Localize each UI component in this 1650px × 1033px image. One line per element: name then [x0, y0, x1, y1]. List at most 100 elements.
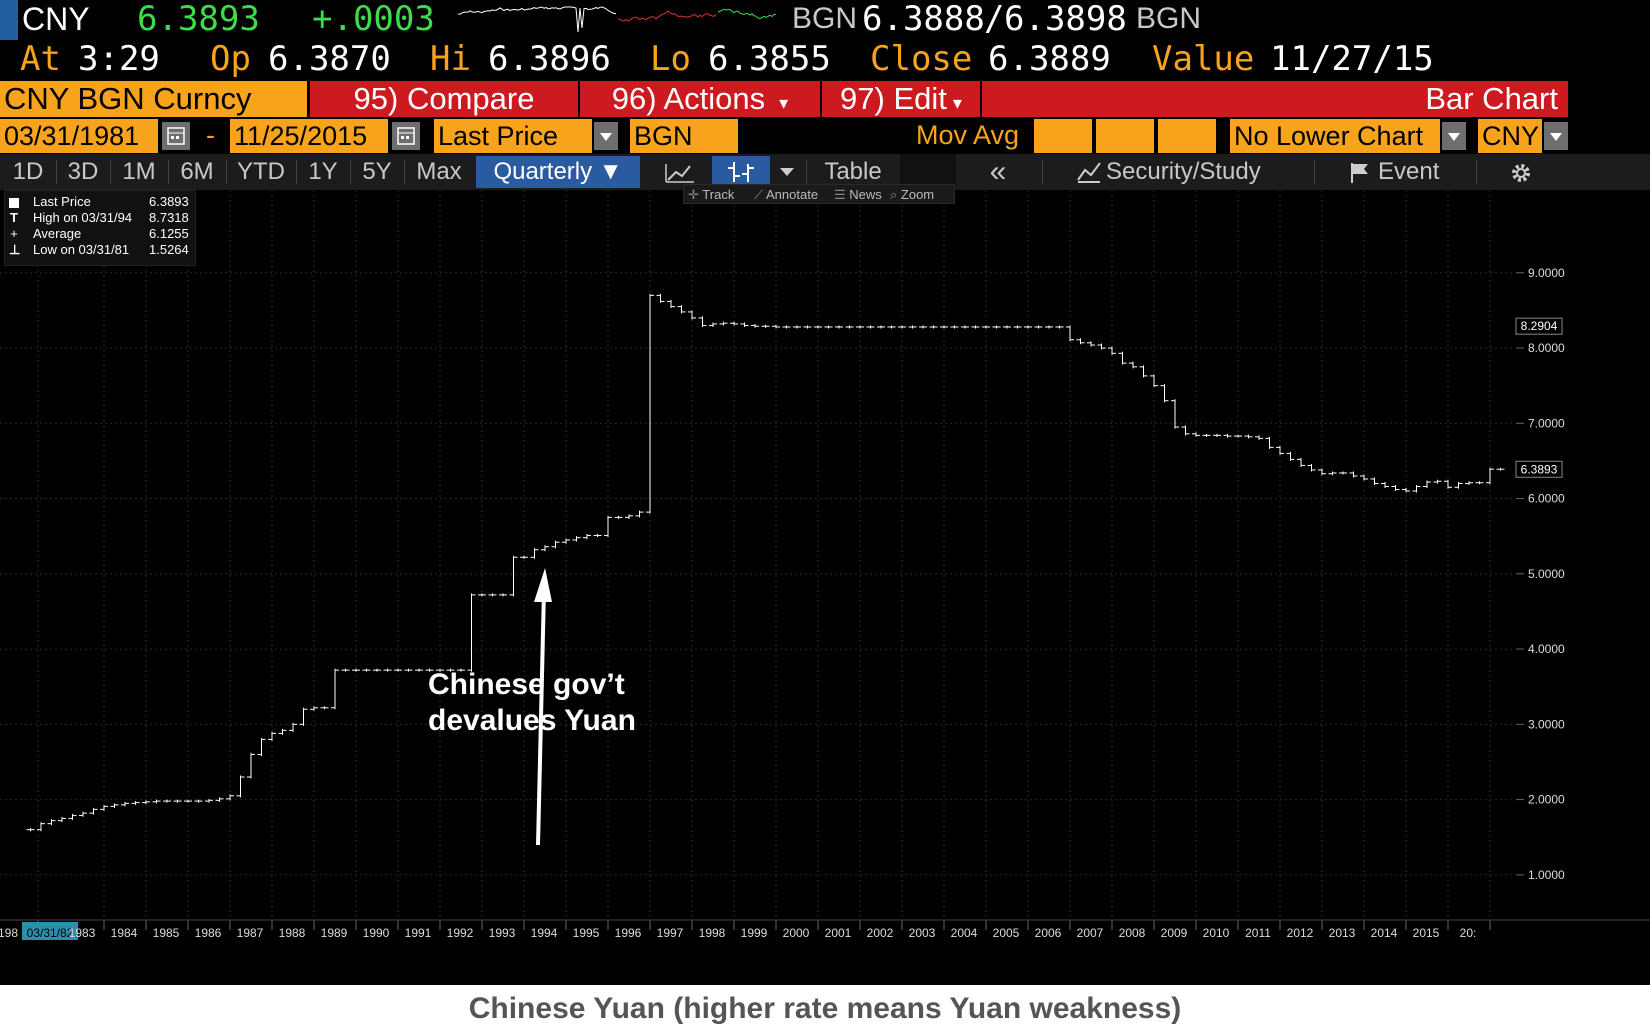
date-range-dash: - — [206, 120, 215, 150]
x-tick-label: 2003 — [909, 926, 936, 940]
x-tick-label: 2007 — [1077, 926, 1104, 940]
y-tick-label: 2.0000 — [1528, 793, 1565, 807]
ticker-symbol: CNY — [22, 1, 90, 37]
chart-type-dropdown[interactable] — [772, 156, 802, 188]
tab-1y[interactable]: 1Y — [308, 158, 338, 185]
line-chart-button[interactable] — [652, 156, 708, 188]
high-label: Hi — [430, 40, 471, 79]
last-price: 6.3893 — [137, 0, 260, 39]
x-tick-label: 1986 — [195, 926, 222, 940]
mov-avg-field-1[interactable] — [1034, 119, 1092, 153]
settings-button[interactable] — [1508, 160, 1534, 186]
crosshair-icon: ✛ — [688, 187, 699, 202]
annotation-line-2: devalues Yuan — [428, 704, 636, 737]
end-calendar-button[interactable] — [392, 122, 420, 150]
flag-icon — [1348, 161, 1372, 185]
ask-source: BGN — [1136, 2, 1202, 35]
x-tick-label: 1991 — [405, 926, 432, 940]
annotate-tool[interactable]: ⟋ Annotate — [754, 186, 818, 204]
collapse-button[interactable]: « — [989, 155, 1007, 188]
x-tick-label: 2010 — [1203, 926, 1230, 940]
legend-row-low: ⊥ Low on 03/31/81 — [9, 242, 129, 258]
actions-label: 96) Actions — [611, 81, 766, 116]
tab-3d[interactable]: 3D — [67, 158, 99, 185]
tab-1d[interactable]: 1D — [12, 158, 44, 185]
x-tick-label: 1987 — [237, 926, 264, 940]
price-field-select[interactable]: Last Price — [434, 119, 592, 153]
at-label: At — [20, 40, 61, 79]
x-tick-label: 1984 — [111, 926, 138, 940]
tab-5y[interactable]: 5Y — [362, 158, 392, 185]
security-study-button[interactable]: Security/Study — [1106, 158, 1261, 185]
start-calendar-button[interactable] — [162, 122, 190, 150]
x-tick-label: 1994 — [531, 926, 558, 940]
calendar-icon — [167, 127, 185, 145]
price-chart-area[interactable]: 198 03/31/82 1983 1984 1985 1986 1987 1988 1989 1… — [0, 190, 1650, 985]
end-date-field[interactable]: 11/25/2015 — [230, 119, 388, 153]
calendar-icon — [397, 127, 415, 145]
news-label: News — [849, 187, 882, 202]
x-tick-label: 2011 — [1245, 926, 1271, 940]
event-button[interactable]: Event — [1378, 158, 1440, 185]
table-button[interactable]: Table — [824, 158, 882, 185]
tab-max[interactable]: Max — [416, 158, 462, 185]
chart-controls: 03/31/1981 - 11/25/2015 Last Price BGN M… — [0, 118, 1650, 154]
mov-avg-field-3[interactable] — [1158, 119, 1216, 153]
tab-ytd[interactable]: YTD — [237, 158, 285, 185]
mov-avg-label: Mov Avg — [916, 120, 1020, 150]
actions-button[interactable]: 96) Actions ▾ — [580, 81, 820, 117]
edit-label: 97) Edit — [840, 81, 947, 116]
tab-6m[interactable]: 6M — [180, 158, 214, 185]
x-tick-label: 1996 — [615, 926, 642, 940]
start-date-field[interactable]: 03/31/1981 — [0, 119, 158, 153]
gear-icon — [1512, 164, 1530, 182]
legend-low-value: 1.5264 — [149, 242, 189, 257]
edit-button[interactable]: 97) Edit ▾ — [822, 81, 980, 117]
x-tick-label: 198 — [0, 926, 18, 940]
x-tick-label: 1992 — [447, 926, 474, 940]
x-tick-label: 20: — [1460, 926, 1477, 940]
lower-chart-select[interactable]: No Lower Chart — [1230, 119, 1440, 153]
tab-1m[interactable]: 1M — [122, 158, 156, 185]
periodicity-select[interactable]: Quarterly ▼ — [476, 156, 640, 188]
y-tick-label: 4.0000 — [1528, 642, 1565, 656]
menu-bar: CNY BGN Curncy 95) Compare 96) Actions ▾ … — [0, 80, 1650, 118]
compare-button[interactable]: 95) Compare — [310, 81, 578, 117]
legend-last-label: Last Price — [33, 194, 91, 209]
currency-select[interactable]: CNY — [1478, 119, 1542, 153]
price-field-dropdown[interactable] — [594, 122, 618, 150]
track-tool[interactable]: ✛ Track — [688, 186, 734, 204]
annotate-label: Annotate — [766, 187, 819, 202]
open-value: 6.3870 — [268, 40, 391, 79]
x-tick-label: 2000 — [783, 926, 810, 940]
bar-chart-button[interactable] — [712, 156, 770, 188]
last-price-marker-label-box — [1515, 460, 1563, 478]
value-date: 11/27/15 — [1270, 40, 1434, 79]
news-tool[interactable]: ☰ News — [834, 186, 882, 204]
low-value: 6.3855 — [708, 40, 831, 79]
x-tick-label: 2014 — [1371, 926, 1398, 940]
dropdown-arrow-icon — [600, 133, 612, 141]
currency-dropdown[interactable] — [1544, 122, 1568, 150]
security-study-icon — [1076, 160, 1102, 184]
source-field[interactable]: BGN — [630, 119, 738, 153]
chart-legend: Last Price 6.3893 T High on 03/31/94 8.73… — [4, 190, 196, 266]
x-tick-label: 1988 — [279, 926, 306, 940]
lower-chart-dropdown[interactable] — [1442, 122, 1466, 150]
edit-caret-icon: ▾ — [952, 93, 962, 113]
y-tick-label: 1.0000 — [1528, 868, 1565, 882]
zoom-tool[interactable]: ⌕ Zoom — [890, 186, 934, 204]
magnifier-icon: ⌕ — [890, 187, 898, 202]
y-tick-label: 7.0000 — [1528, 416, 1565, 430]
ask-price: 6.3898 — [1004, 0, 1127, 39]
mov-avg-field-2[interactable] — [1096, 119, 1154, 153]
chart-toolbar: ✛ Track ⟋ Annotate ☰ News ⌕ Zoom — [683, 184, 955, 204]
legend-high-value: 8.7318 — [149, 210, 189, 225]
x-tick-label: 2009 — [1161, 926, 1188, 940]
low-marker-icon: ⊥ — [9, 242, 21, 257]
intraday-sparkline — [458, 6, 776, 33]
compare-label: 95) Compare — [353, 81, 535, 116]
at-time: 3:29 — [78, 40, 160, 79]
security-field[interactable]: CNY BGN Curncy — [0, 81, 307, 117]
